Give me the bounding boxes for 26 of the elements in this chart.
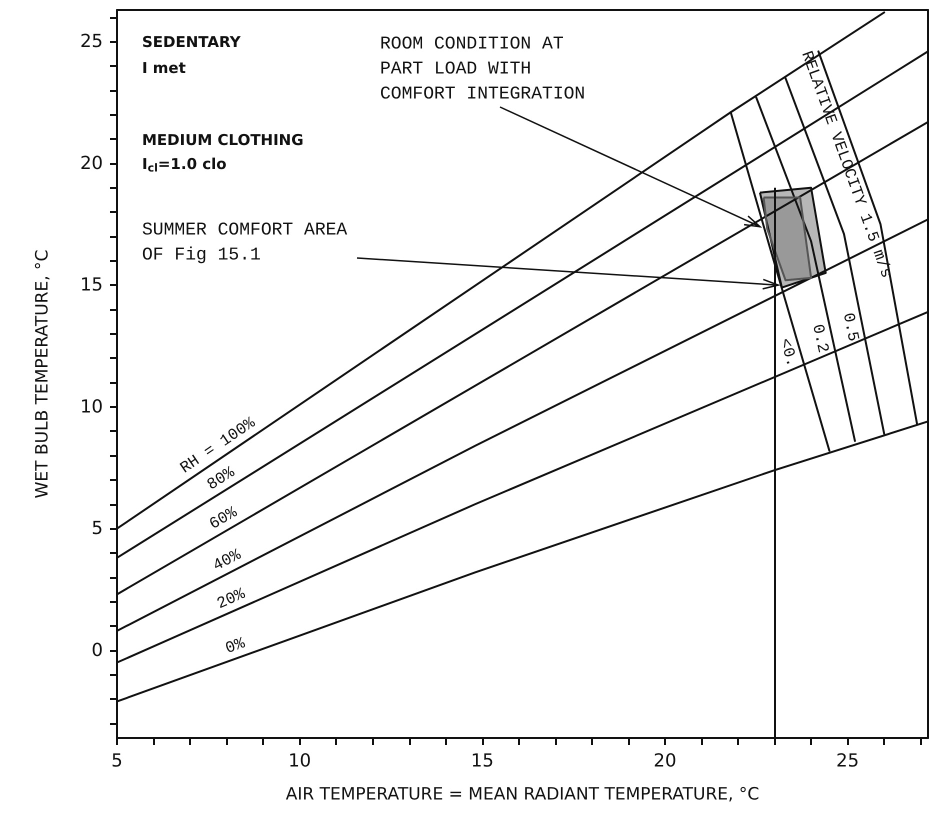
text: <0. [775, 336, 801, 369]
text: 80% [204, 463, 238, 494]
x-tick-label: 20 [654, 750, 676, 772]
y-tick-label: 5 [92, 518, 103, 540]
y-tick-label: 10 [80, 396, 103, 418]
text: 0% [223, 634, 248, 658]
x-tick-label: 5 [111, 750, 123, 772]
x-tick-label: 10 [288, 750, 312, 772]
y-tick-label: 0 [92, 640, 103, 661]
y-tick-label: 15 [80, 274, 103, 296]
x-tick-label: 25 [836, 750, 860, 772]
x-tick-label: 15 [470, 750, 494, 772]
text: 0.5 [838, 311, 862, 344]
y-tick-label: 25 [80, 31, 103, 52]
y-tick-label: 20 [80, 152, 103, 174]
annotation: SEDENTARY [142, 33, 242, 51]
text: 60% [206, 503, 241, 534]
text: 0.2 [808, 322, 832, 355]
annotation: I met [142, 59, 186, 77]
y-axis-title: WET BULB TEMPERATURE, °C [32, 250, 52, 498]
annotation: MEDIUM CLOTHING [142, 131, 304, 149]
annotation: ROOM CONDITION AT PART LOAD WITH COMFORT INTEGRATION [380, 34, 586, 104]
text: 20% [214, 584, 248, 614]
annotation: SUMMER COMFORT AREA OF Fig 15.1 [142, 220, 348, 266]
x-axis-title: AIR TEMPERATURE = MEAN RADIANT TEMPERATURE, °C [286, 784, 760, 804]
text: 40% [210, 546, 244, 576]
